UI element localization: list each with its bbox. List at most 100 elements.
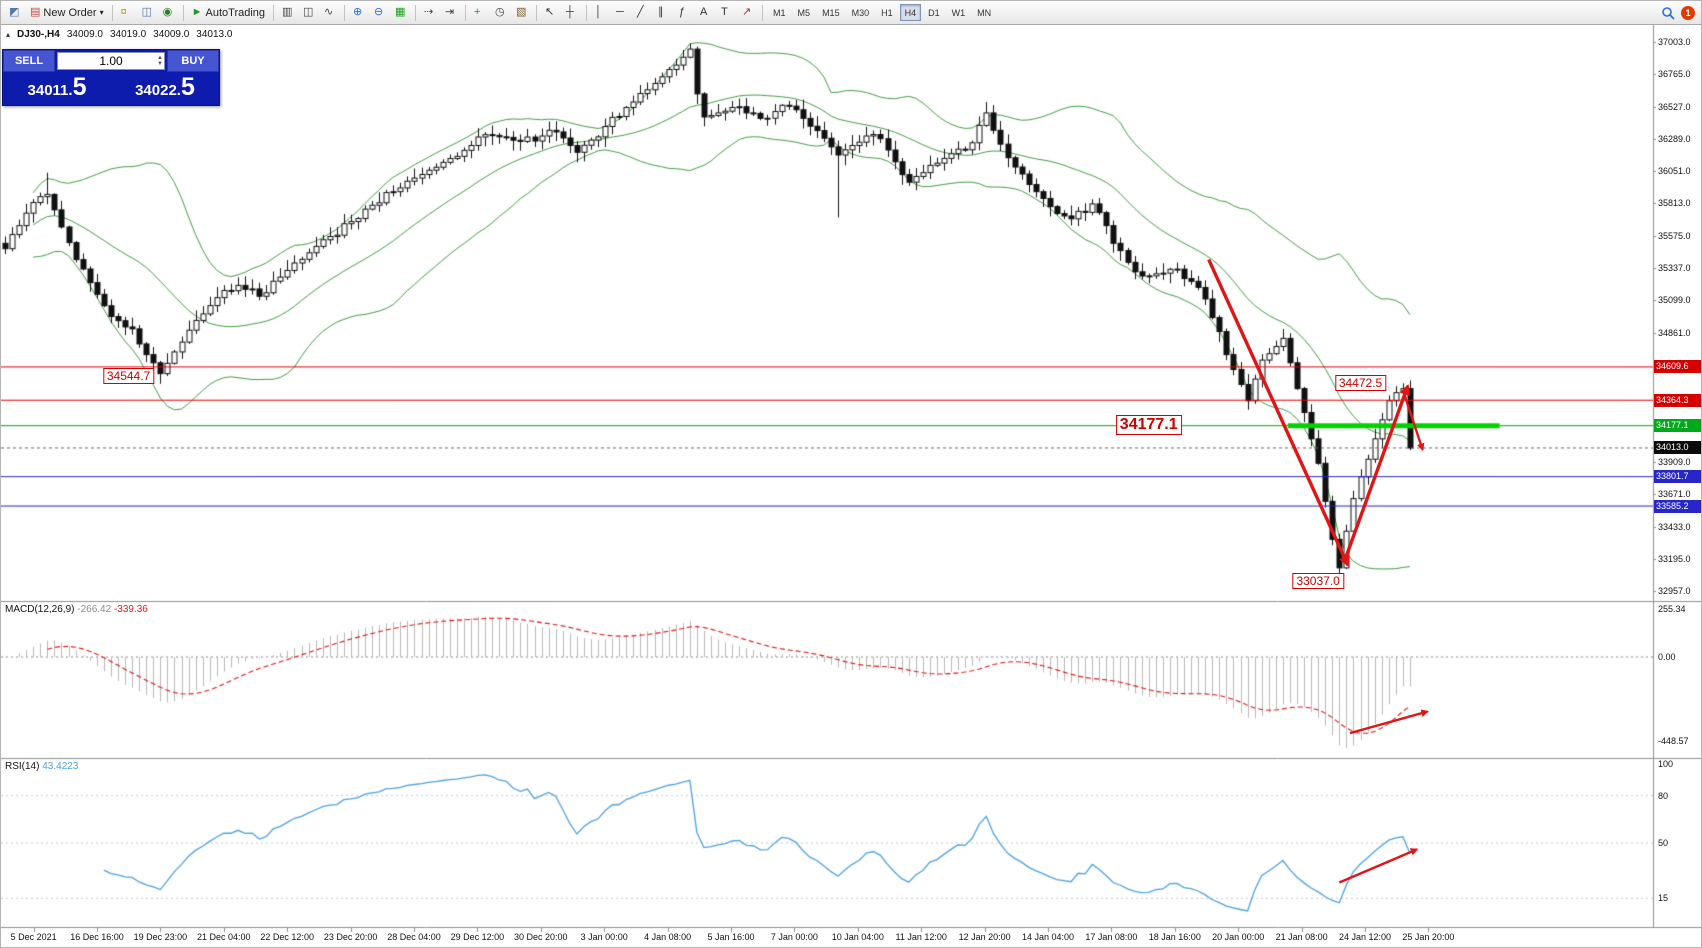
toolbar-right-group: 1	[1659, 4, 1697, 22]
ohlc-high: 34019.0	[109, 29, 147, 40]
timeframe-m30[interactable]: M30	[851, 7, 870, 18]
tile-windows-icon[interactable]: ▦	[391, 3, 411, 23]
text-icon: A	[700, 6, 708, 18]
volume-spinner[interactable]: ▲ ▼	[157, 53, 163, 69]
crosshair-icon: ┼	[566, 6, 574, 18]
main-toolbar: ◩ ▤ New Order ▾ ¤ ◫ ◉ ► AutoTrading ▥ ◫ ∿ ⊕ ⊖ ▦ ⇢ ⇥ + ◷ ▧ ↖ ┼…	[1, 1, 1701, 25]
ohlc-low: 34009.0	[153, 29, 190, 40]
spin-up-icon[interactable]: ▲	[157, 55, 163, 61]
timeframe-mn[interactable]: MN	[977, 7, 992, 18]
search-icon[interactable]	[1659, 4, 1677, 22]
dropdown-arrow-icon: ▾	[99, 8, 104, 17]
arrows-icon: ↗	[742, 6, 752, 18]
zoom-in-icon[interactable]: ⊕	[349, 3, 369, 23]
indicators-icon: +	[474, 6, 481, 18]
community-icon: ◉	[162, 6, 173, 18]
volume-value: 1.00	[99, 54, 123, 68]
indicators-icon[interactable]: +	[470, 3, 490, 23]
notification-badge[interactable]: 1	[1681, 5, 1695, 20]
arrows-icon[interactable]: ↗	[738, 3, 758, 23]
zoom-in-icon: ⊕	[353, 6, 363, 18]
new-order-button[interactable]: ▤ New Order ▾	[26, 3, 108, 23]
timeframe-w1[interactable]: W1	[951, 7, 966, 18]
candlestick-type-icon[interactable]: ◫	[299, 3, 319, 23]
toolbar-left-group: ◩ ▤ New Order ▾ ¤ ◫ ◉ ► AutoTrading ▥ ◫ ∿ ⊕ ⊖ ▦ ⇢ ⇥ + ◷ ▧ ↖ ┼…	[5, 3, 997, 23]
timeframe-d1[interactable]: D1	[928, 7, 940, 18]
label-icon: T	[721, 6, 728, 18]
templates-icon: ▧	[516, 6, 527, 18]
spin-down-icon[interactable]: ▼	[157, 61, 163, 67]
sell-button[interactable]: SELL	[3, 50, 55, 72]
accounts-icon[interactable]: ◫	[138, 3, 158, 23]
autotrading-button[interactable]: ► AutoTrading	[188, 3, 269, 23]
sell-price-big: 5	[72, 73, 87, 101]
deposit-icon: ¤	[120, 6, 127, 18]
buy-price-main: 34022.	[135, 82, 181, 99]
volume-field[interactable]: 1.00 ▲ ▼	[57, 52, 165, 70]
symbol-info: ▴ DJ30-,H4 34009.0 34019.0 34009.0 34013…	[6, 29, 232, 40]
buy-price-big: 5	[180, 73, 195, 101]
one-click-trading-panel: SELL 1.00 ▲ ▼ BUY 34011. 5 34022. 5	[2, 49, 220, 106]
periods-icon: ◷	[495, 6, 505, 18]
community-icon[interactable]: ◉	[159, 3, 179, 23]
auto-scroll-icon[interactable]: ⇢	[420, 3, 440, 23]
toolbar-separator	[344, 4, 346, 21]
horizontal-line-icon: ─	[616, 6, 624, 18]
chart-shift-icon[interactable]: ⇥	[441, 3, 461, 23]
line-chart-type-icon[interactable]: ∿	[320, 3, 340, 23]
channel-icon[interactable]: ∥	[654, 3, 674, 23]
fibonacci-icon[interactable]: ƒ	[675, 3, 695, 23]
toolbar-separator	[536, 4, 538, 21]
toolbar-separator	[762, 4, 764, 21]
label-icon[interactable]: T	[717, 3, 737, 23]
symbol-label: DJ30-,H4	[17, 29, 60, 40]
toolbar-separator	[182, 4, 184, 21]
timeframe-m1[interactable]: M1	[773, 7, 786, 18]
chart-window-icon: ◩	[9, 6, 20, 18]
sell-price[interactable]: 34011. 5	[3, 72, 111, 105]
bar-chart-type-icon[interactable]: ▥	[278, 3, 298, 23]
one-click-toggle-icon[interactable]: ▴	[6, 30, 11, 39]
buy-button[interactable]: BUY	[167, 50, 219, 72]
zoom-out-icon: ⊖	[374, 6, 384, 18]
templates-icon[interactable]: ▧	[512, 3, 532, 23]
new-order-icon: ▤	[30, 6, 41, 18]
vertical-line-icon[interactable]: │	[591, 3, 611, 23]
chart-shift-icon: ⇥	[445, 6, 455, 18]
sell-price-main: 34011.	[27, 82, 73, 99]
ohlc-close: 34013.0	[196, 29, 233, 40]
horizontal-line-icon[interactable]: ─	[612, 3, 632, 23]
toolbar-separator	[415, 4, 417, 21]
line-chart-type-icon: ∿	[324, 6, 334, 18]
autotrading-button-label: AutoTrading	[205, 6, 266, 19]
timeframe-h4[interactable]: H4	[899, 4, 922, 21]
bar-chart-type-icon: ▥	[282, 6, 293, 18]
toolbar-separator	[273, 4, 275, 21]
cursor-icon: ↖	[545, 6, 555, 18]
timeframe-m5[interactable]: M5	[797, 7, 811, 18]
zoom-out-icon[interactable]: ⊖	[370, 3, 390, 23]
channel-icon: ∥	[658, 6, 664, 18]
auto-scroll-icon: ⇢	[424, 6, 434, 18]
timeframe-m15[interactable]: M15	[822, 7, 840, 18]
text-icon[interactable]: A	[696, 3, 716, 23]
tile-windows-icon: ▦	[395, 6, 406, 18]
toolbar-separator	[465, 4, 467, 21]
periods-icon[interactable]: ◷	[491, 3, 511, 23]
ohlc-open: 34009.0	[66, 29, 103, 40]
timeframe-h1[interactable]: H1	[881, 7, 893, 18]
trendline-icon[interactable]: ╱	[633, 3, 653, 23]
fibonacci-icon: ƒ	[679, 6, 686, 18]
deposit-icon[interactable]: ¤	[117, 3, 137, 23]
crosshair-icon[interactable]: ┼	[562, 3, 582, 23]
timeframe-group: M1 M5 M15 M30 H1 H4 D1 W1 MN	[767, 4, 997, 21]
chart-window-icon[interactable]: ◩	[5, 3, 25, 23]
new-order-button-label: New Order	[43, 6, 97, 19]
buy-price[interactable]: 34022. 5	[111, 72, 219, 105]
trendline-icon: ╱	[637, 6, 644, 18]
autotrading-icon: ►	[191, 6, 203, 18]
toolbar-separator	[111, 4, 113, 21]
cursor-icon[interactable]: ↖	[541, 3, 561, 23]
